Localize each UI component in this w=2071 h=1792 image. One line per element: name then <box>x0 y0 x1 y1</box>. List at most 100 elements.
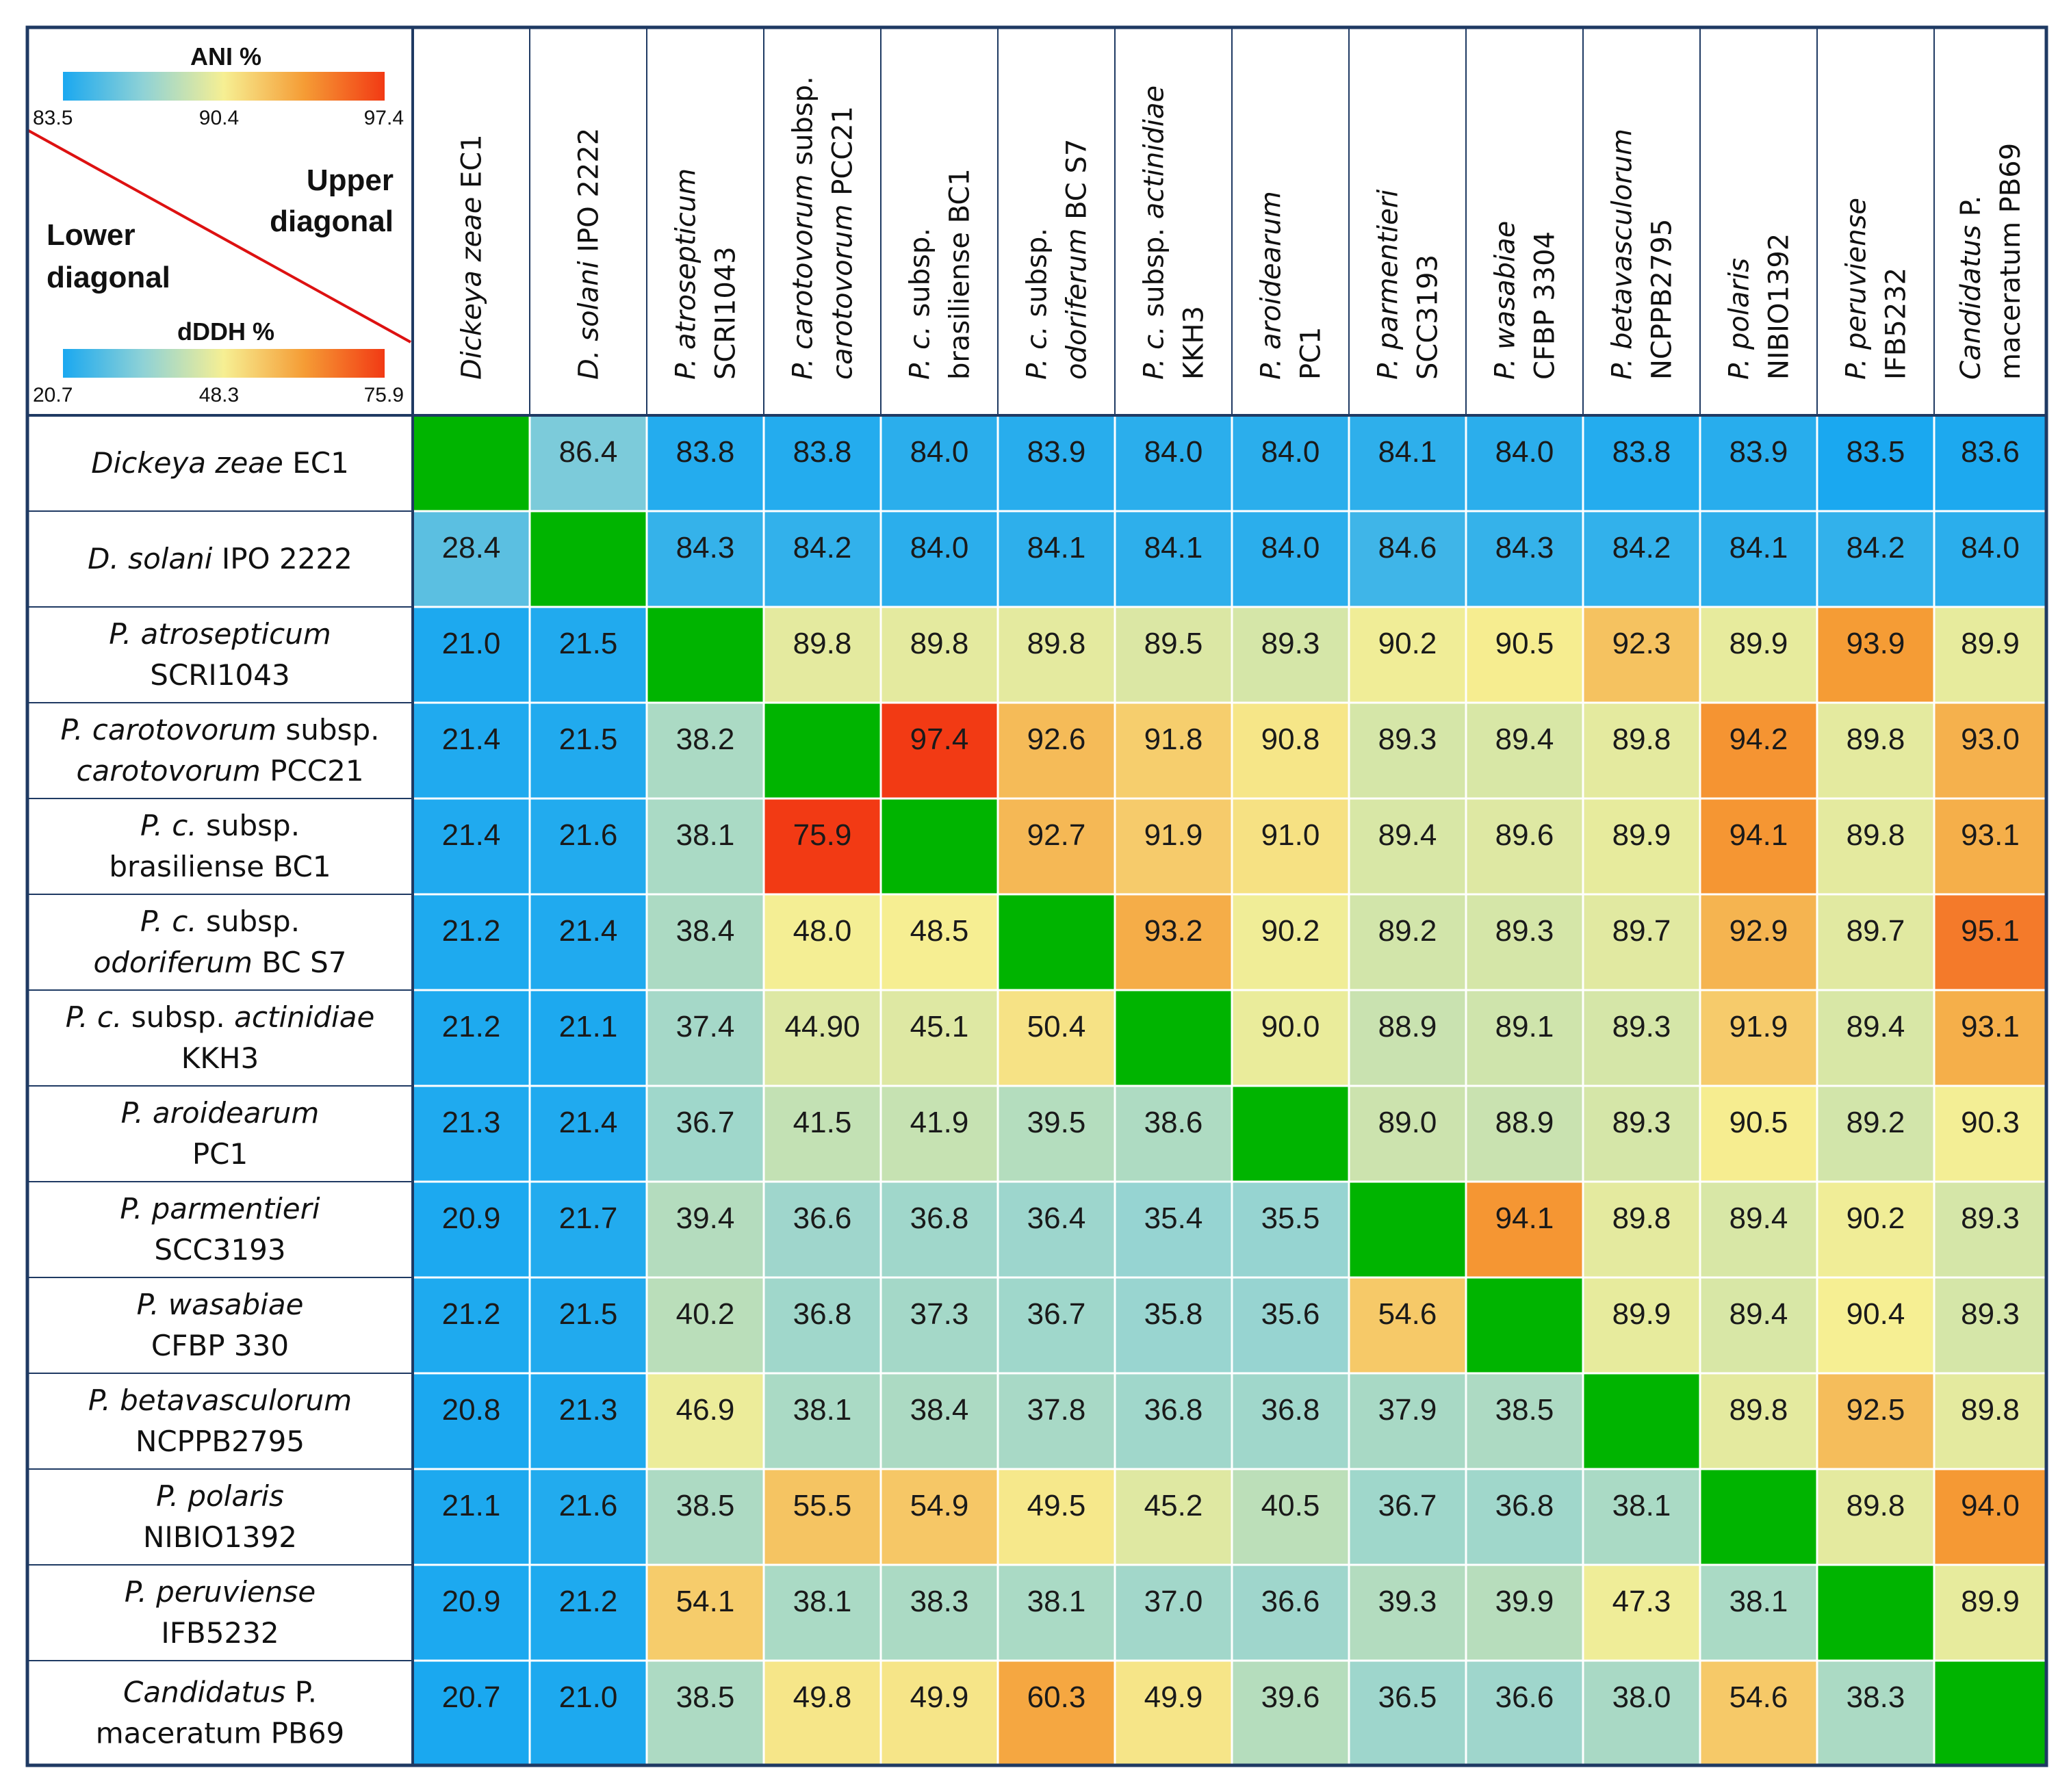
cell-value-label: 20.7 <box>442 1680 501 1714</box>
cell-value-label: 88.9 <box>1495 1106 1554 1139</box>
heatmap-cell <box>1700 703 1817 798</box>
cell-value-label: 89.0 <box>1378 1106 1437 1139</box>
cell-value-label: 84.1 <box>1027 531 1086 564</box>
heatmap-cell <box>1583 1469 1700 1565</box>
heatmap-cell <box>413 894 530 990</box>
row-label: NCPPB2795 <box>136 1425 305 1458</box>
cell-value-label: 38.5 <box>676 1489 735 1522</box>
heatmap-cell <box>1934 1277 2046 1373</box>
column-label: SCRI1043 <box>710 246 742 380</box>
cell-value-label: 36.8 <box>793 1297 852 1331</box>
heatmap-cell <box>1232 1469 1349 1565</box>
heatmap-cell <box>647 1277 764 1373</box>
heatmap-cell <box>998 1373 1115 1469</box>
heatmap-cell <box>1349 511 1466 607</box>
heatmap-cell <box>881 1373 998 1469</box>
cell-value-label: 89.8 <box>1612 723 1671 756</box>
cell-value-label: 83.9 <box>1027 435 1086 469</box>
heatmap-cell <box>881 1277 998 1373</box>
heatmap-cell <box>998 1182 1115 1277</box>
column-label: brasiliense BC1 <box>944 168 976 380</box>
cell-value-label: 45.1 <box>910 1010 969 1043</box>
heatmap-cell <box>764 1565 881 1661</box>
heatmap-cell <box>764 1182 881 1277</box>
heatmap-cell <box>1232 511 1349 607</box>
ani-mid-label: 90.4 <box>199 107 239 129</box>
cell-value-label: 21.2 <box>442 1010 501 1043</box>
row-label: P. c. subsp. actinidiae <box>66 1000 375 1034</box>
heatmap-cell <box>1934 511 2046 607</box>
cell-value-label: 38.5 <box>1495 1393 1554 1427</box>
heatmap-cell <box>998 1086 1115 1182</box>
heatmap-cell <box>647 607 764 703</box>
heatmap-cell <box>1466 894 1583 990</box>
column-label: PC1 <box>1296 327 1327 380</box>
heatmap-cell <box>881 511 998 607</box>
heatmap-cell <box>1466 415 1583 511</box>
heatmap-cell <box>1583 798 1700 894</box>
heatmap-cell <box>1700 1661 1817 1765</box>
heatmap-cell <box>881 1182 998 1277</box>
cell-value-label: 21.3 <box>442 1106 501 1139</box>
heatmap-cell <box>1232 703 1349 798</box>
heatmap-cell <box>1232 798 1349 894</box>
ani-legend-title: ANI % <box>190 42 261 70</box>
heatmap-cell <box>1700 990 1817 1086</box>
row-labels: Dickeya zeae EC1 D. solani IPO 2222 P. atr… <box>61 446 380 1750</box>
cell-value-label: 50.4 <box>1027 1010 1086 1043</box>
heatmap-cell <box>1700 798 1817 894</box>
cell-value-label: 94.2 <box>1729 723 1788 756</box>
row-label: SCC3193 <box>154 1233 285 1267</box>
heatmap-cell <box>1466 1086 1583 1182</box>
heatmap-cell <box>1700 511 1817 607</box>
dddh-min-label: 20.7 <box>33 384 73 406</box>
cell-value-label: 44.90 <box>784 1010 860 1043</box>
cell-value-label: 37.4 <box>676 1010 735 1043</box>
cell-value-label: 89.3 <box>1612 1106 1671 1139</box>
heatmap-cell <box>998 607 1115 703</box>
heatmap-cell <box>1232 607 1349 703</box>
cell-value-label: 36.6 <box>1261 1585 1320 1618</box>
upper-diagonal-label-1: Upper <box>307 164 394 197</box>
heatmap-cell <box>764 1469 881 1565</box>
cell-value-label: 94.0 <box>1961 1489 2020 1522</box>
cell-value-label: 89.4 <box>1729 1202 1788 1235</box>
row-label: KKH3 <box>181 1041 259 1075</box>
cell-value-label: 83.8 <box>793 435 852 469</box>
heatmap-cell <box>1466 798 1583 894</box>
heatmap-cell <box>530 1661 647 1765</box>
heatmap-cell <box>1934 1469 2046 1565</box>
cell-value-label: 21.4 <box>442 818 501 852</box>
cell-value-label: 93.9 <box>1847 627 1905 660</box>
heatmap-cell <box>764 1277 881 1373</box>
cell-value-label: 89.2 <box>1378 914 1437 948</box>
heatmap-cell <box>998 990 1115 1086</box>
cell-value-label: 89.5 <box>1144 627 1203 660</box>
cell-value-label: 91.0 <box>1261 818 1320 852</box>
ani-min-label: 83.5 <box>33 107 73 129</box>
heatmap-cell <box>998 1661 1115 1765</box>
column-label: Candidatus P. <box>1955 196 1987 380</box>
cell-value-label: 35.4 <box>1144 1202 1203 1235</box>
cell-value-label: 84.0 <box>1261 531 1320 564</box>
heatmap-cell <box>881 1661 998 1765</box>
row-label: brasiliense BC1 <box>109 850 331 883</box>
column-label: P. parmentieri <box>1373 190 1404 380</box>
cell-value-label: 89.6 <box>1495 818 1554 852</box>
heatmap-cell <box>764 990 881 1086</box>
row-label: P. wasabiae <box>137 1288 304 1321</box>
cell-value-label: 36.7 <box>676 1106 735 1139</box>
heatmap-cell <box>1700 1469 1817 1565</box>
heatmap-cell <box>764 1661 881 1765</box>
cell-value-label: 89.8 <box>1847 818 1905 852</box>
heatmap-cell <box>1232 1565 1349 1661</box>
heatmap-cell <box>1934 607 2046 703</box>
heatmap-cell <box>530 1182 647 1277</box>
cell-value-label: 20.8 <box>442 1393 501 1427</box>
cell-value-label: 89.9 <box>1961 627 2020 660</box>
legend-box: ANI % 83.5 90.4 97.4 Upper diagonal Lowe… <box>27 42 411 406</box>
outer-border <box>25 25 2048 1767</box>
cell-value-label: 89.8 <box>1847 723 1905 756</box>
row-label: odoriferum BC S7 <box>94 946 347 979</box>
cell-value-label: 21.1 <box>559 1010 618 1043</box>
